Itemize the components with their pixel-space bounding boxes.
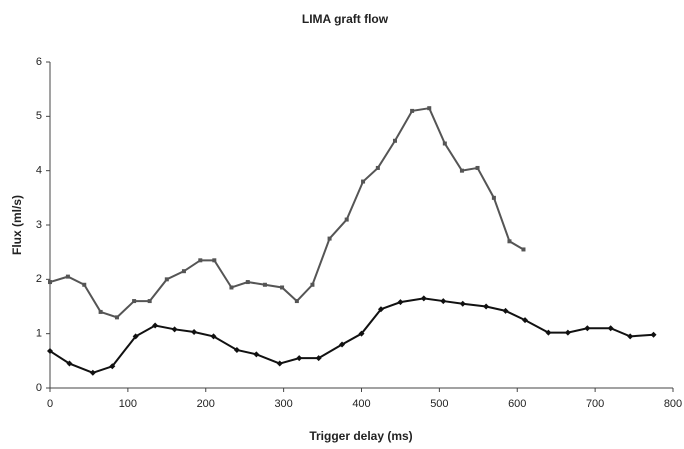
x-tick-label: 600 [508,398,526,410]
x-tick-label: 300 [274,398,292,410]
y-axis-label: Flux (ml/s) [10,195,24,255]
y-tick-label: 6 [36,56,42,68]
point [109,363,116,370]
point [475,165,480,170]
point [294,299,299,304]
point [164,277,169,282]
point [459,168,464,173]
point [410,108,415,113]
x-tick-label: 100 [119,398,137,410]
point [358,330,365,337]
point [375,165,380,170]
point [191,329,198,336]
point [233,346,240,353]
point [171,326,178,333]
point [344,217,349,222]
point [310,282,315,287]
point [440,298,447,305]
point [397,299,404,306]
point [327,236,332,241]
point [276,360,283,367]
point [584,325,591,332]
x-tick-label: 800 [664,398,682,410]
point [296,355,303,362]
point [47,348,53,355]
point [420,295,427,302]
point [82,282,87,287]
point [229,285,234,290]
x-tick-label: 400 [352,398,370,410]
point [262,282,267,287]
point [147,299,152,304]
point [502,307,509,314]
point [152,322,159,329]
point [392,138,397,143]
y-tick-label: 0 [36,382,42,394]
chart-title: LIMA graft flow [302,12,389,26]
point [210,333,217,340]
point [545,329,552,336]
point [66,360,73,367]
y-tick-label: 1 [36,328,42,340]
point [442,141,447,146]
point [212,258,217,263]
point [339,341,346,348]
point [181,269,186,274]
point [253,351,260,358]
point [483,303,490,310]
x-tick-label: 0 [47,398,53,410]
y-tick-label: 5 [36,110,42,122]
point [89,369,96,376]
point [564,329,571,336]
x-tick-label: 700 [586,398,604,410]
point [198,258,203,263]
point [627,333,634,340]
point [521,247,526,252]
point [507,239,512,244]
x-tick-label: 500 [430,398,448,410]
point [132,333,139,340]
point [427,106,432,111]
point [280,285,285,290]
y-tick-label: 4 [36,165,42,177]
x-tick-label: 200 [197,398,215,410]
point [315,355,322,362]
point [132,299,137,304]
point [65,274,70,279]
y-tick-label: 2 [36,273,42,285]
point [607,325,614,332]
point [650,331,657,338]
point [114,315,119,320]
point [491,195,496,200]
x-axis-label: Trigger delay (ms) [309,429,412,443]
series-line [49,107,524,319]
point [98,309,103,314]
point [459,300,466,307]
point [377,306,384,313]
point [361,179,366,184]
point [522,317,529,324]
series-line [49,297,654,374]
y-tick-label: 3 [36,219,42,231]
point [48,280,52,285]
point [245,280,250,285]
